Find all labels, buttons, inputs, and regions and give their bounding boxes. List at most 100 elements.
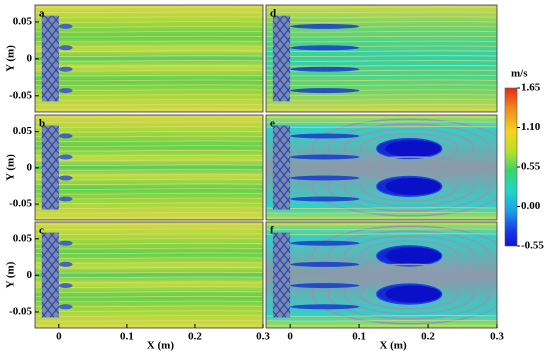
streamline <box>35 178 263 181</box>
field-background <box>35 222 263 328</box>
streamline <box>266 55 497 57</box>
colorbar-tick-label: 1.65 <box>521 82 541 94</box>
colorbar-tick-label: 0.55 <box>521 161 541 173</box>
streamline <box>35 40 263 43</box>
field-background <box>35 5 263 112</box>
streamline <box>266 126 497 128</box>
streamline <box>35 64 263 67</box>
x-tick-label: 0 <box>56 331 62 343</box>
streamline <box>266 6 497 9</box>
wake <box>58 88 73 94</box>
streamline <box>35 286 263 288</box>
streamline <box>35 6 263 9</box>
streamline <box>35 164 263 166</box>
panel: e <box>265 114 498 221</box>
screen-mesh <box>41 15 59 102</box>
streamline <box>35 94 263 96</box>
screen-mesh <box>272 232 291 318</box>
x-axis-label: X (m) <box>379 340 407 352</box>
y-tick-label: -0.05 <box>9 198 32 210</box>
panel-label: d <box>270 8 276 20</box>
streamline <box>266 11 497 14</box>
streamline <box>266 233 497 235</box>
panel-frame <box>265 114 498 221</box>
y-tick-label: -0.05 <box>9 89 32 101</box>
panel: a -0.05 0 0.05 Y (m) <box>5 4 264 113</box>
panel: f 0 0.1 0.2 0.3 X (m) <box>265 221 504 352</box>
streamline <box>35 145 263 147</box>
streamline <box>266 35 497 38</box>
streamline <box>35 169 263 171</box>
streamline <box>266 79 497 82</box>
streamline <box>35 252 263 255</box>
streamline <box>266 216 497 219</box>
panel-label: a <box>39 8 45 20</box>
streamline <box>35 16 263 18</box>
streamline <box>35 291 263 293</box>
streamline <box>35 238 263 240</box>
wake <box>290 240 360 246</box>
streamline <box>266 40 497 43</box>
y-axis-label: Y (m) <box>5 261 17 288</box>
streamline <box>35 295 263 298</box>
vortex-core <box>385 285 441 303</box>
streamline <box>35 69 263 72</box>
wake <box>58 23 73 29</box>
streamline <box>35 271 263 274</box>
streamline <box>35 108 263 111</box>
streamline <box>35 216 263 219</box>
x-tick-label: 0.1 <box>120 331 134 343</box>
panel-frame <box>265 221 498 329</box>
colorbar-tick-label: -0.55 <box>521 240 544 252</box>
streamline <box>35 188 263 190</box>
streamline <box>266 228 497 231</box>
wake <box>58 154 73 160</box>
vortex-core <box>385 178 441 195</box>
wake <box>58 240 73 246</box>
wake <box>290 133 360 139</box>
streamline <box>35 159 263 162</box>
wake <box>58 283 73 289</box>
streamline <box>35 324 263 327</box>
screen-mesh <box>272 15 291 102</box>
streamline <box>35 103 263 106</box>
streamline <box>35 228 263 231</box>
streamline <box>35 99 263 101</box>
streamline <box>35 202 263 205</box>
streamline <box>35 79 263 82</box>
streamline <box>35 192 263 195</box>
y-tick-label: 0.05 <box>13 125 33 137</box>
streamline <box>35 140 263 143</box>
panel: c -0.05 0 0.05 0 0.1 0.2 0.3 Y (m) X (m) <box>5 221 270 352</box>
field-background <box>266 5 497 112</box>
screen-mesh <box>41 125 59 210</box>
vortex <box>327 268 491 320</box>
vortex <box>311 156 497 217</box>
vortex <box>327 161 491 212</box>
streamline <box>35 319 263 322</box>
streamline <box>35 60 263 62</box>
streamline <box>35 300 263 303</box>
panel: d <box>265 4 498 113</box>
colorbar-tick-label: 0.00 <box>521 200 541 212</box>
streamline <box>35 21 263 23</box>
vortex <box>343 235 475 277</box>
panel-label: b <box>39 118 45 130</box>
streamline <box>266 84 497 87</box>
wake <box>290 66 360 72</box>
x-tick-label: 0.3 <box>256 331 270 343</box>
streamline <box>35 257 263 259</box>
x-tick-label: 0.1 <box>352 331 366 343</box>
streamline <box>266 108 497 111</box>
screen-mesh <box>41 232 59 318</box>
y-tick-label: 0 <box>27 52 33 64</box>
streamline <box>35 121 263 123</box>
panel-label: c <box>39 225 44 237</box>
vortex <box>343 273 475 315</box>
streamline <box>266 21 497 23</box>
wake <box>290 304 360 310</box>
field-plot <box>35 115 263 220</box>
colorbar <box>504 87 518 247</box>
wake <box>58 175 73 181</box>
